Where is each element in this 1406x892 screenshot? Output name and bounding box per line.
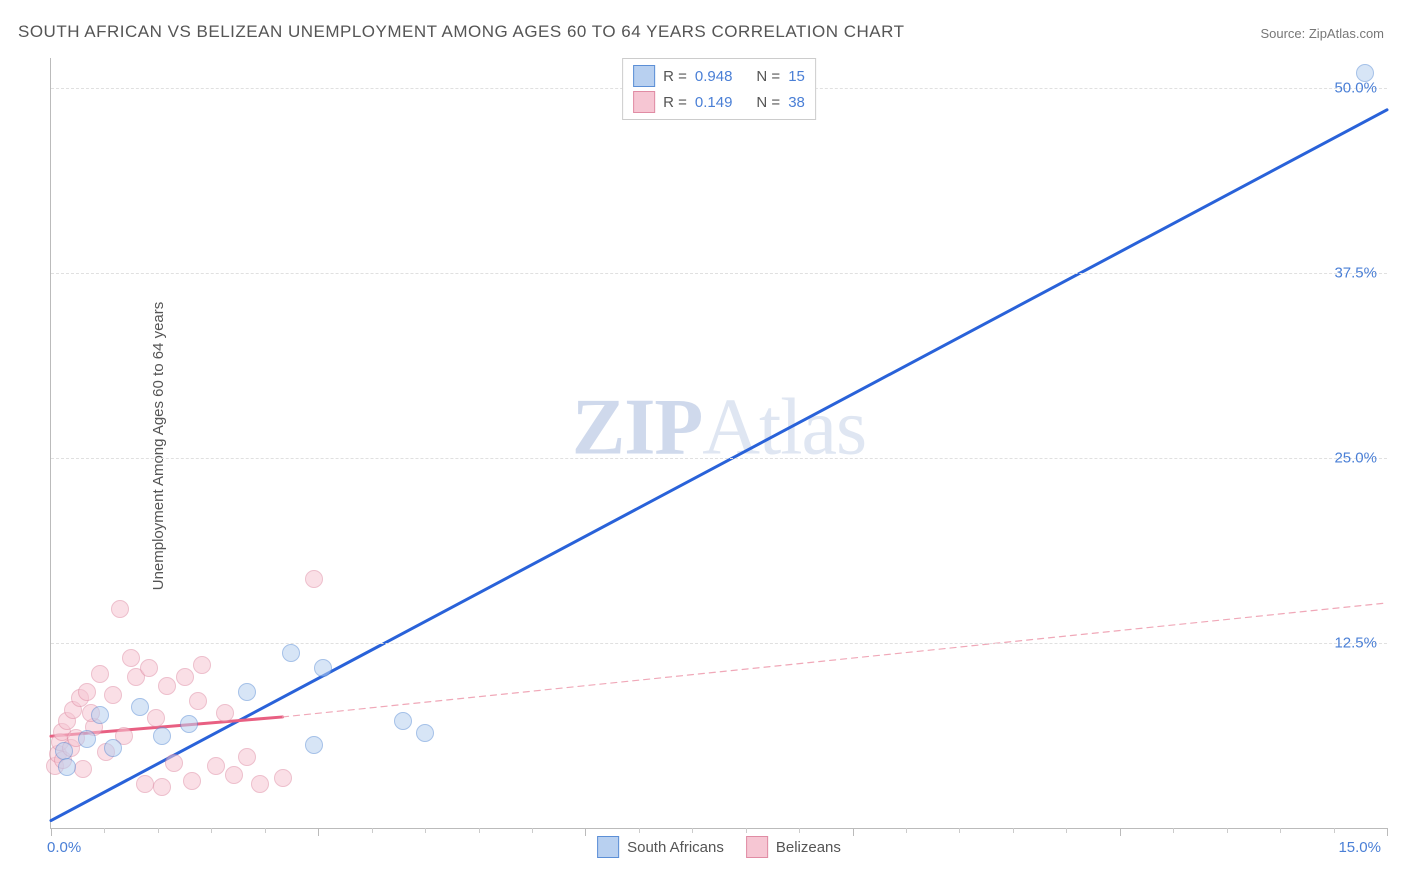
trend-lines-svg bbox=[51, 58, 1387, 828]
chart-title: SOUTH AFRICAN VS BELIZEAN UNEMPLOYMENT A… bbox=[18, 22, 905, 42]
y-tick-label: 25.0% bbox=[1334, 449, 1377, 466]
scatter-point bbox=[104, 739, 122, 757]
scatter-point bbox=[74, 760, 92, 778]
scatter-point bbox=[55, 742, 73, 760]
legend-series: South Africans Belizeans bbox=[597, 836, 841, 858]
x-axis-label-max: 15.0% bbox=[1338, 839, 1381, 856]
scatter-point bbox=[238, 748, 256, 766]
scatter-point bbox=[305, 570, 323, 588]
scatter-point bbox=[147, 709, 165, 727]
swatch-south-africans bbox=[633, 65, 655, 87]
scatter-point bbox=[58, 758, 76, 776]
y-tick-label: 12.5% bbox=[1334, 634, 1377, 651]
scatter-point bbox=[78, 730, 96, 748]
legend-item-south-africans: South Africans bbox=[597, 836, 724, 858]
swatch-belizeans bbox=[633, 91, 655, 113]
legend-correlation: R = 0.948 N = 15 R = 0.149 N = 38 bbox=[622, 58, 816, 120]
scatter-point bbox=[153, 778, 171, 796]
swatch-icon bbox=[746, 836, 768, 858]
scatter-point bbox=[314, 659, 332, 677]
scatter-point bbox=[305, 736, 323, 754]
scatter-point bbox=[104, 686, 122, 704]
scatter-point bbox=[251, 775, 269, 793]
scatter-point bbox=[153, 727, 171, 745]
scatter-point bbox=[180, 715, 198, 733]
scatter-point bbox=[91, 706, 109, 724]
scatter-point bbox=[122, 649, 140, 667]
trend-line-belizeans-dashed bbox=[283, 603, 1387, 717]
scatter-point bbox=[111, 600, 129, 618]
scatter-point bbox=[140, 659, 158, 677]
plot-area: ZIPAtlas 0.0% 15.0% R = 0.948 N = 15 R =… bbox=[50, 58, 1387, 829]
scatter-point bbox=[207, 757, 225, 775]
scatter-point bbox=[165, 754, 183, 772]
y-tick-label: 37.5% bbox=[1334, 264, 1377, 281]
scatter-point bbox=[225, 766, 243, 784]
legend-item-belizeans: Belizeans bbox=[746, 836, 841, 858]
scatter-point bbox=[193, 656, 211, 674]
scatter-point bbox=[282, 644, 300, 662]
swatch-icon bbox=[597, 836, 619, 858]
scatter-point bbox=[394, 712, 412, 730]
scatter-point bbox=[131, 698, 149, 716]
scatter-point bbox=[136, 775, 154, 793]
scatter-point bbox=[91, 665, 109, 683]
scatter-point bbox=[416, 724, 434, 742]
scatter-point bbox=[176, 668, 194, 686]
trend-line-south-africans bbox=[51, 110, 1387, 821]
scatter-point bbox=[158, 677, 176, 695]
scatter-point bbox=[189, 692, 207, 710]
legend-row-belizeans: R = 0.149 N = 38 bbox=[633, 89, 805, 115]
scatter-point bbox=[274, 769, 292, 787]
scatter-point bbox=[216, 704, 234, 722]
scatter-point bbox=[78, 683, 96, 701]
x-axis-label-min: 0.0% bbox=[47, 839, 81, 856]
legend-row-south-africans: R = 0.948 N = 15 bbox=[633, 63, 805, 89]
y-tick-label: 50.0% bbox=[1334, 79, 1377, 96]
source-attribution: Source: ZipAtlas.com bbox=[1260, 26, 1384, 41]
scatter-point bbox=[183, 772, 201, 790]
scatter-point bbox=[238, 683, 256, 701]
